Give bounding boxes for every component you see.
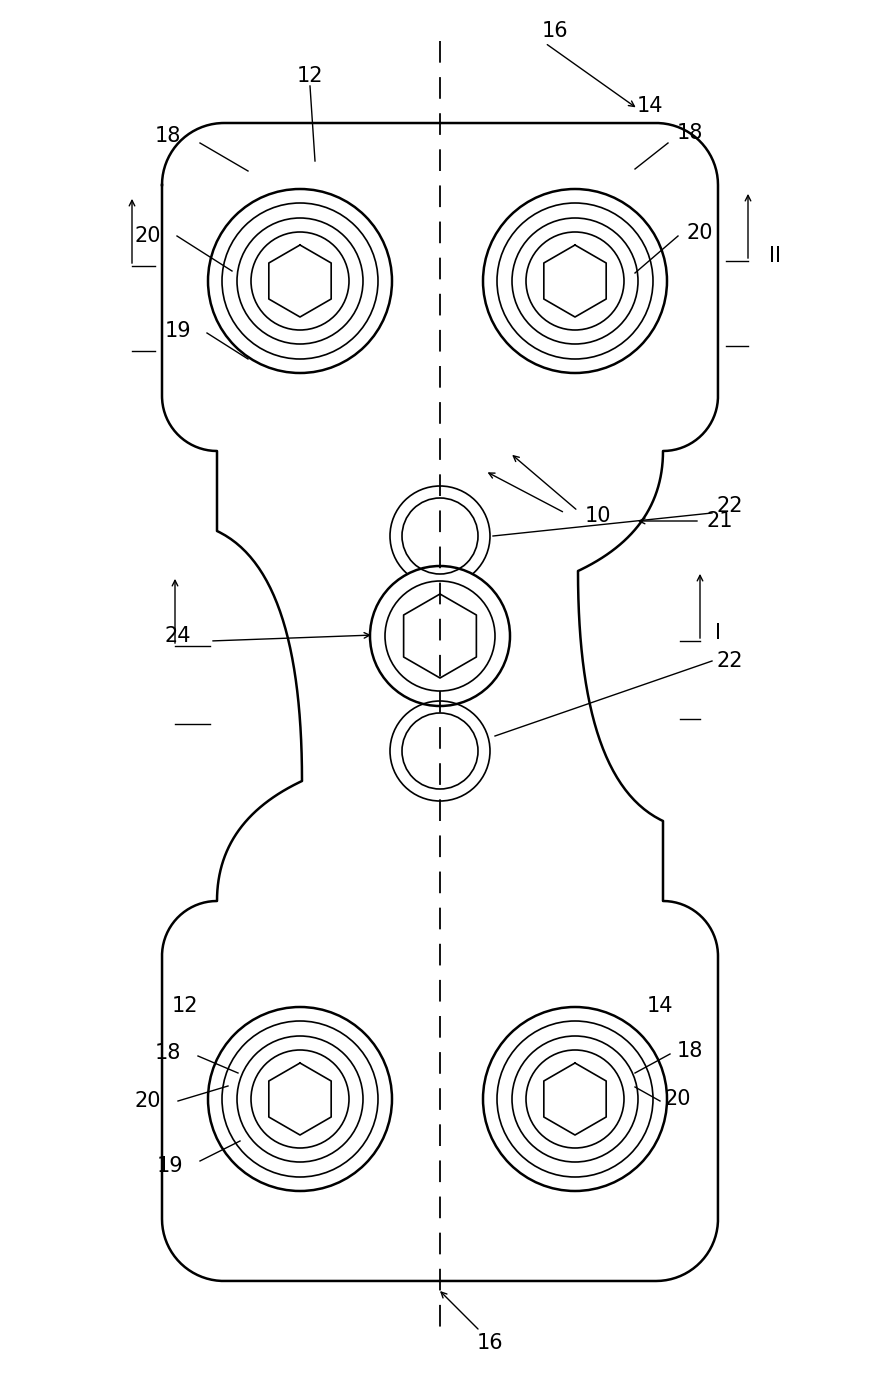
Text: 18: 18 (155, 127, 181, 146)
Text: 18: 18 (155, 1043, 181, 1063)
Text: 16: 16 (542, 21, 568, 40)
Text: 18: 18 (677, 122, 703, 143)
Circle shape (483, 189, 667, 373)
Text: 14: 14 (647, 996, 673, 1015)
Circle shape (370, 566, 510, 707)
Text: I: I (715, 623, 721, 643)
Text: 22: 22 (716, 497, 744, 516)
Text: 20: 20 (135, 225, 161, 246)
Text: II: II (769, 246, 781, 266)
Text: 19: 19 (157, 1156, 183, 1175)
Text: 22: 22 (716, 651, 744, 670)
Text: 10: 10 (584, 506, 612, 526)
Text: 12: 12 (297, 65, 323, 86)
Text: 12: 12 (172, 996, 198, 1015)
Text: 20: 20 (135, 1091, 161, 1111)
Text: 24: 24 (165, 626, 191, 645)
Text: 19: 19 (165, 321, 191, 341)
Text: 18: 18 (677, 1040, 703, 1061)
Text: 16: 16 (477, 1333, 503, 1353)
Circle shape (208, 189, 392, 373)
Text: 21: 21 (707, 510, 733, 531)
Circle shape (208, 1007, 392, 1191)
Circle shape (483, 1007, 667, 1191)
Text: 20: 20 (686, 223, 714, 243)
Text: 14: 14 (637, 96, 664, 115)
Polygon shape (162, 122, 718, 1281)
Text: 20: 20 (664, 1089, 692, 1109)
